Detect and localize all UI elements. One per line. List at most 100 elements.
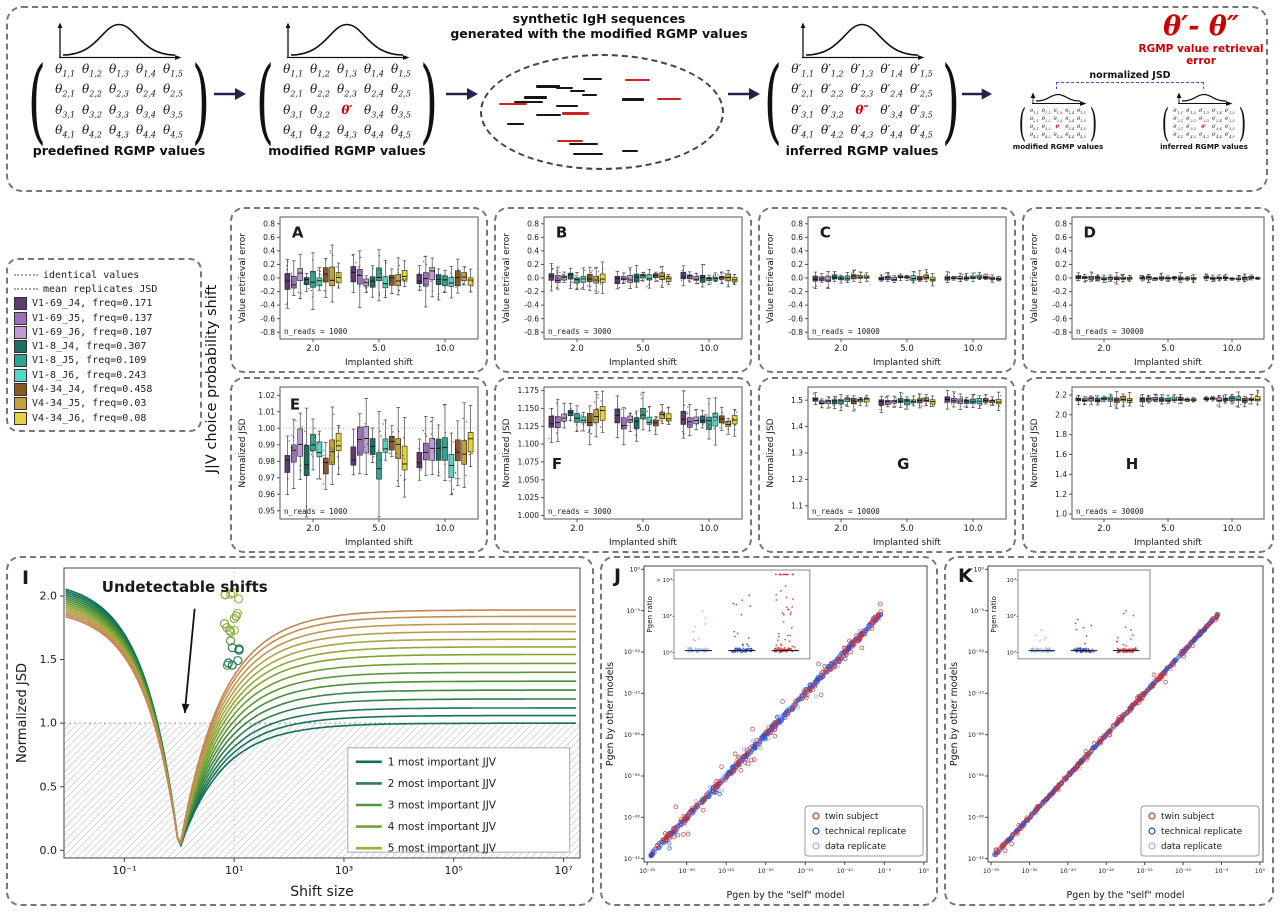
svg-text:0.95: 0.95 [258,506,275,515]
matrix-cell: θ3,5 [390,102,411,120]
svg-text:-0.2: -0.2 [524,287,539,296]
svg-text:1.02: 1.02 [258,391,275,400]
svg-text:10⁻²⁰: 10⁻²⁰ [624,732,641,739]
svg-text:10⁻¹⁰: 10⁻¹⁰ [837,868,854,875]
matrix-cell: θ1,2 [82,62,103,79]
svg-text:0.97: 0.97 [258,473,275,482]
matrix-cell: θ4,5 [162,123,183,140]
matrix-paren: ) [941,46,960,154]
matrix-cell: θ′4,3 [850,123,874,140]
svg-text:B: B [556,224,567,242]
panel-J-box: 10⁻³⁵ 10⁻³⁵ 10⁻³⁰ 10⁻³⁰ 10⁻²⁵ 10⁻²⁵ 10⁻²⁰ 10⁻²⁰… [600,556,938,906]
matrix-paren: ( [1162,101,1170,146]
matrix-cell: θ′2,2 [820,82,844,99]
matrix-cell: θ1,3 [1053,108,1063,115]
svg-text:10²: 10² [663,613,672,620]
svg-text:0.2: 0.2 [263,260,275,269]
sequence-segment [556,86,573,89]
legend-item-label: V1-8_J5, freq=0.109 [32,355,147,367]
matrix-cell: θ2,5 [1077,116,1086,123]
matrix-cell: θ2,5 [390,82,411,99]
matrix-cell: θ3,4 [363,102,384,120]
svg-text:1.5: 1.5 [791,396,803,405]
svg-text:Shift size: Shift size [290,884,353,900]
svg-text:10.0: 10.0 [1223,524,1242,534]
svg-text:0.6: 0.6 [1055,233,1067,242]
sequences-title: synthetic IgH sequences generated with t… [444,11,754,41]
matrix-paren: ( [28,46,47,154]
modified-sequence-segment [625,79,651,82]
plot-K: 10⁻³⁵10⁻³⁵10⁻³⁰10⁻³⁰10⁻²⁵10⁻²⁵10⁻²⁰10⁻²⁰… [949,565,1266,901]
matrix-cell: θ′ [1055,124,1061,130]
matrix-cell: θ1,5 [1077,108,1086,115]
series-legend: identical values mean replicates JSD V1-69… [6,258,202,432]
matrix-cell: θ4,3 [1053,132,1063,139]
svg-text:1.8: 1.8 [1055,430,1067,439]
plot-B: 0.8 0.6 0.4 0.2 0.0 -0.2 -0.4 -0.6 -0.8 2.0 5.0 10.… [502,216,743,368]
svg-text:0.6: 0.6 [527,233,539,242]
matrix-cell: θ′2,1 [791,82,814,99]
matrix-cell: θ1,1 [55,62,76,79]
legend-item-label: V1-8_J4, freq=0.307 [32,341,147,353]
svg-text:4 most important JJV: 4 most important JJV [388,821,497,833]
svg-text:10¹: 10¹ [225,864,243,877]
svg-text:2.0: 2.0 [834,524,848,534]
color-swatch [14,354,27,368]
matrix-label: modified RGMP values [268,142,426,158]
svg-text:10⁵: 10⁵ [445,864,463,877]
svg-text:Undetectable shifts: Undetectable shifts [102,578,268,596]
mini-matrix-inferred: (θ′1,1 θ′1,2 θ′1,3 θ′1,4 θ′1,5 θ′2,1 θ′2,2 θ′2,… [1142,92,1266,151]
matrix-cell: θ4,1 [283,123,304,140]
modified-sequence-segment [562,112,590,115]
matrix-cell: θ1,5 [162,62,183,79]
sequence-segment [570,89,585,92]
svg-text:10⁻¹⁵: 10⁻¹⁵ [797,868,814,875]
svg-text:data replicate: data replicate [825,842,886,852]
matrix-modified: (θ1,1 θ1,2 θ1,3 θ1,4 θ1,5 θ2,1 θ2,2 θ2,3 θ2,4 θ2,… [248,22,446,158]
matrix-cell: θ3,2 [82,102,103,120]
matrix-cell: θ′4,5 [1224,132,1235,139]
svg-text:-0.4: -0.4 [1052,301,1067,310]
matrix-cell: θ2,2 [310,82,331,99]
svg-text:10.0: 10.0 [964,344,983,354]
svg-text:Implanted shift: Implanted shift [1134,358,1202,368]
matrix-cell: θ3,4 [1065,124,1075,131]
matrix-cell: θ′3,4 [880,102,904,120]
svg-text:-0.4: -0.4 [788,301,803,310]
matrix-cell: θ′4,1 [791,123,814,140]
svg-text:10⁻⁵: 10⁻⁵ [878,868,892,875]
svg-text:0.8: 0.8 [263,219,275,228]
matrix-paren: ) [419,46,438,154]
svg-text:10⁰: 10⁰ [919,868,930,875]
svg-text:n_reads = 1000: n_reads = 1000 [284,327,348,336]
matrix-cell: θ′4,2 [820,123,844,140]
svg-text:A: A [292,224,304,242]
svg-text:0.4: 0.4 [527,246,539,255]
retrieval-error-block: θ′- θ″ RGMP value retrieval error [1124,12,1278,68]
svg-text:n_reads = 10000: n_reads = 10000 [812,327,880,336]
svg-text:1.000: 1.000 [518,511,540,520]
color-swatch [14,340,27,354]
svg-text:-0.8: -0.8 [788,328,803,337]
matrix-cell: θ2,3 [337,82,357,99]
sequence-segment [586,153,603,156]
svg-text:10⁻³⁰: 10⁻³⁰ [679,868,696,875]
panel-B-box: 0.8 0.6 0.4 0.2 0.0 -0.2 -0.4 -0.6 -0.8 2.0 5.0 10.… [494,207,752,373]
matrix-cell: θ′ [341,102,353,117]
matrix-cell: θ3,5 [162,102,183,120]
color-swatch [14,297,27,311]
matrix-cell: θ4,2 [310,123,331,140]
matrix-cell: θ2,5 [162,82,183,99]
legend-item: identical values [14,268,194,282]
matrix-cell: θ′1,4 [880,62,904,79]
svg-text:10.0: 10.0 [700,524,719,534]
matrix-cell: θ′1,3 [850,62,874,79]
legend-item: V1-8_J4, freq=0.307 [14,339,194,354]
panel-D-box: 0.8 0.6 0.4 0.2 0.0 -0.2 -0.4 -0.6 -0.8 2.0 5.0 10.… [1022,207,1274,373]
matrix-cell: θ′3,1 [1173,124,1184,131]
svg-text:n_reads = 1000: n_reads = 1000 [284,507,348,516]
panel-A-box: 0.8 0.6 0.4 0.2 0.0 -0.2 -0.4 -0.6 -0.8 2.0 5.0 10.… [230,207,488,373]
matrix-cell: θ1,1 [283,62,304,79]
legend-item-label: V1-8_J6, freq=0.243 [32,369,147,381]
matrix-cell: θ4,1 [55,123,76,140]
